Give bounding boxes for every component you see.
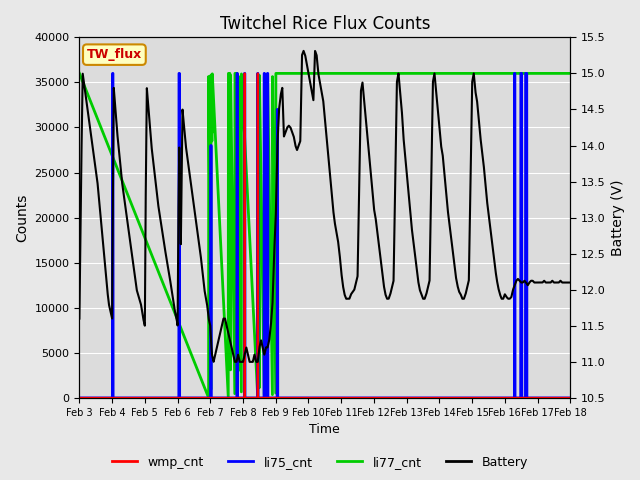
X-axis label: Time: Time [310,423,340,436]
Title: Twitchel Rice Flux Counts: Twitchel Rice Flux Counts [220,15,430,33]
Y-axis label: Counts: Counts [15,193,29,242]
Y-axis label: Battery (V): Battery (V) [611,180,625,256]
Text: TW_flux: TW_flux [87,48,142,61]
Legend: wmp_cnt, li75_cnt, li77_cnt, Battery: wmp_cnt, li75_cnt, li77_cnt, Battery [107,451,533,474]
